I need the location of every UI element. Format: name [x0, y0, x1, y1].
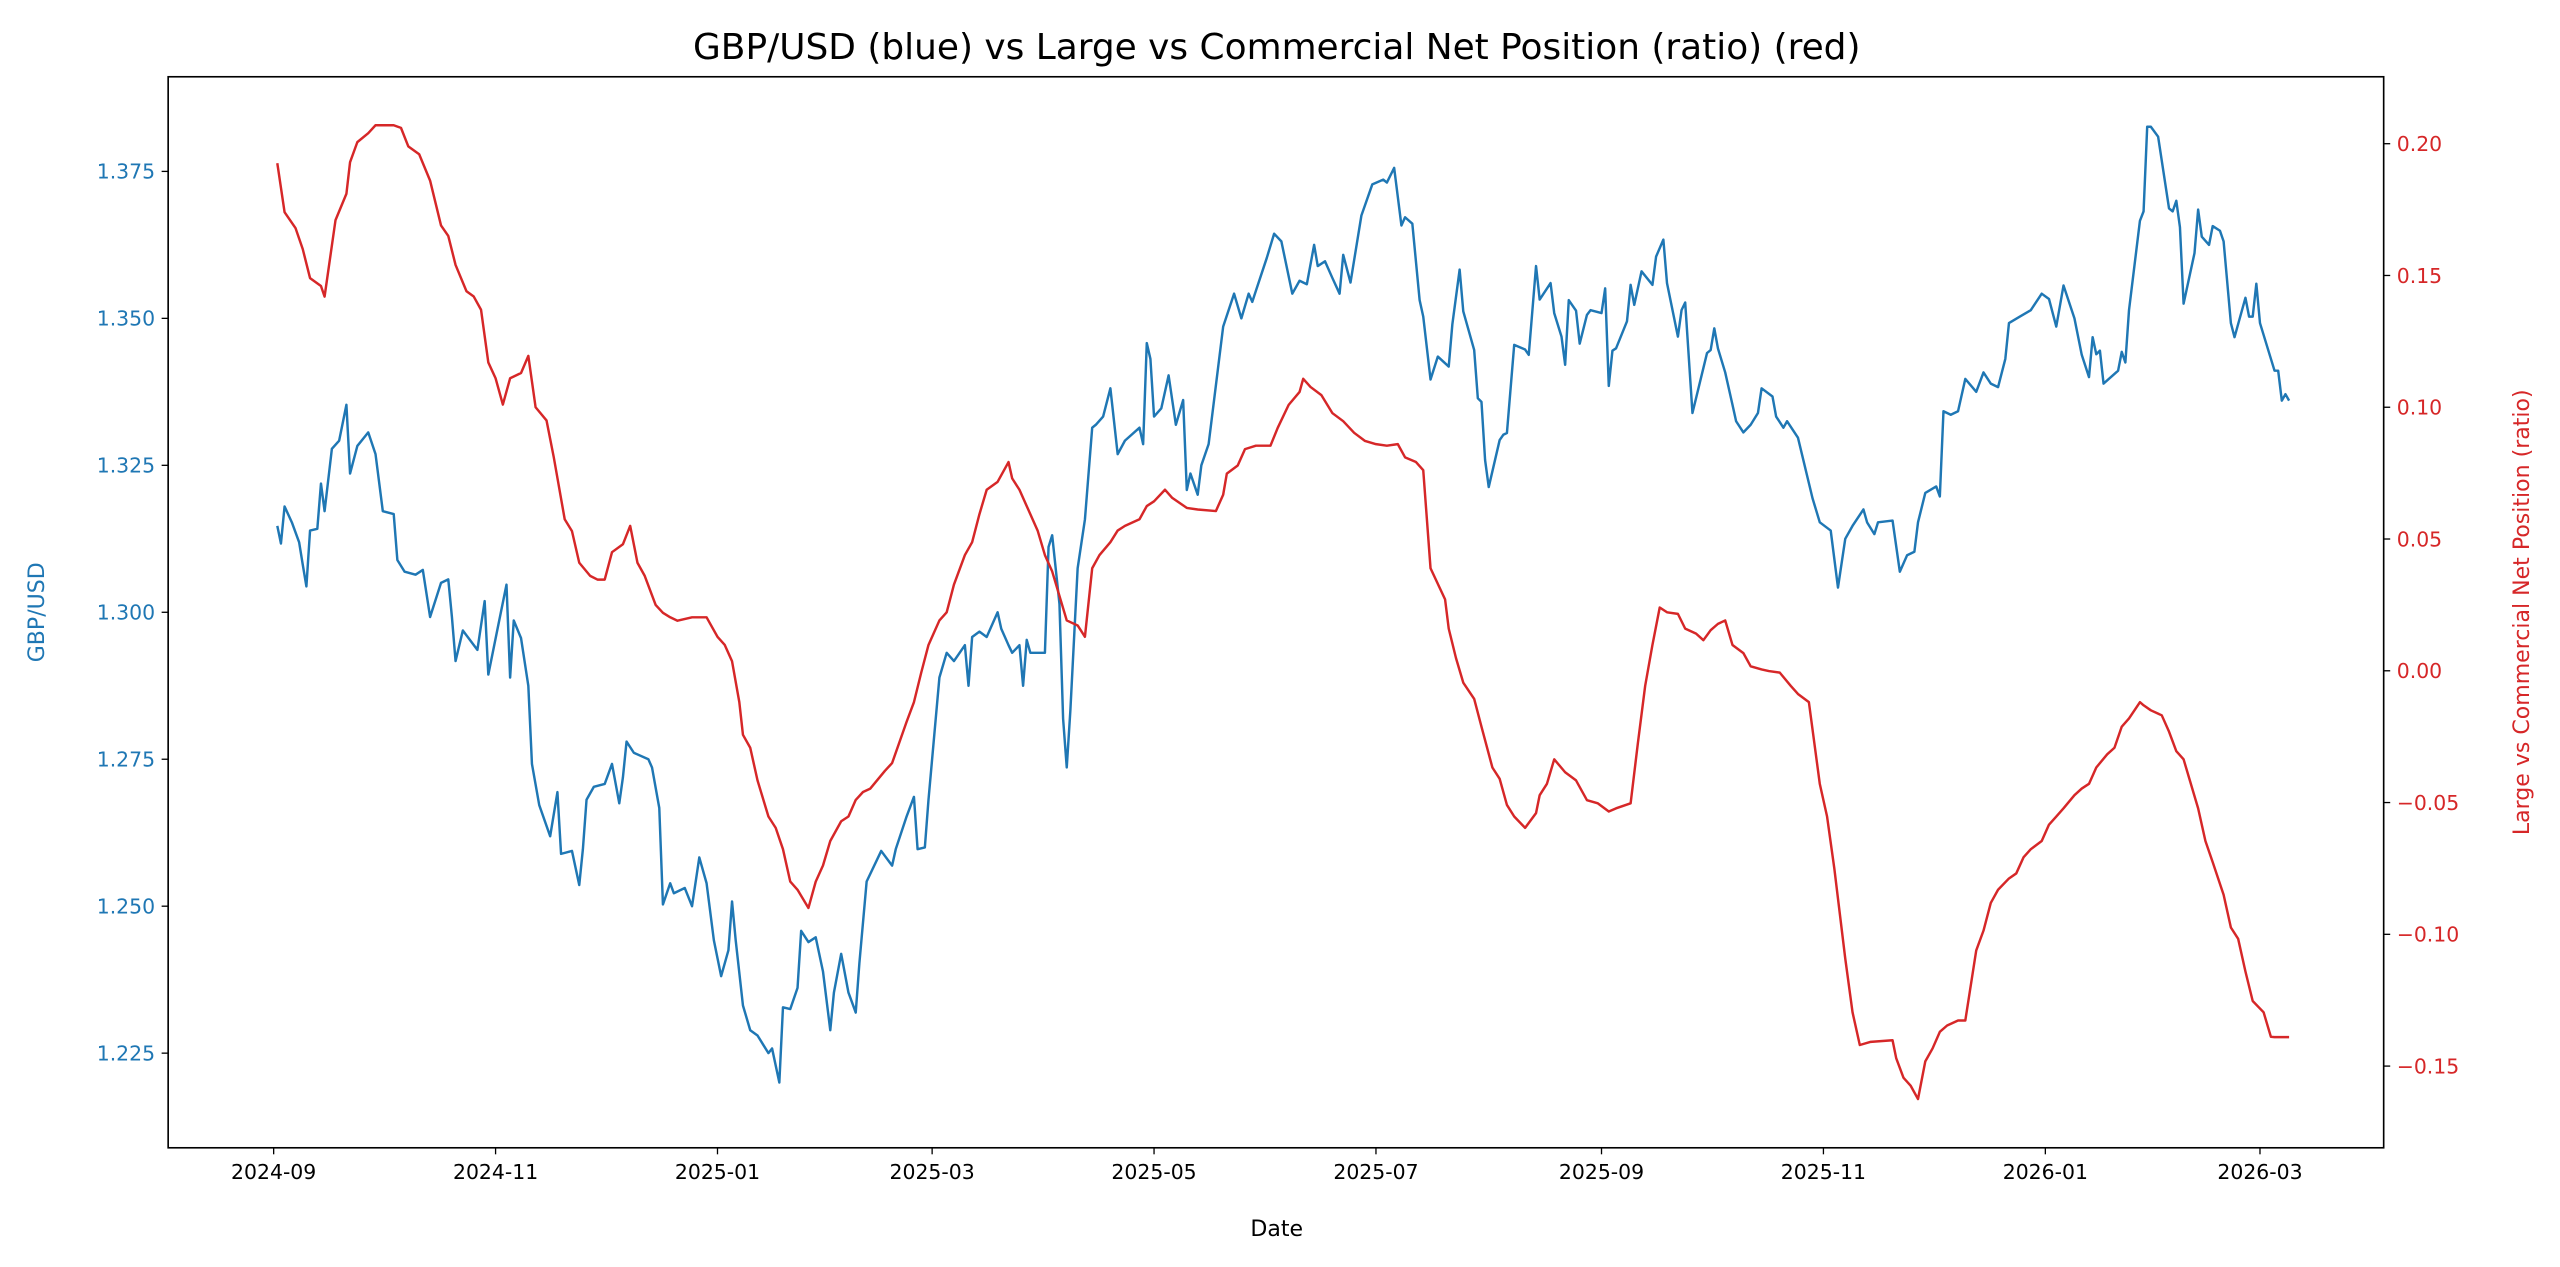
x-tick-label: 2026-01: [2003, 1160, 2088, 1184]
x-tick-label: 2026-03: [2217, 1160, 2302, 1184]
left-y-tick-label: 1.375: [97, 160, 155, 184]
right-y-tick-label: −0.10: [2397, 923, 2460, 947]
left-y-tick-label: 1.350: [97, 307, 155, 331]
right-y-tick-label: −0.15: [2397, 1054, 2460, 1078]
right-y-tick-label: −0.05: [2397, 791, 2460, 815]
left-y-axis-label: GBP/USD: [25, 562, 50, 662]
left-y-tick-label: 1.225: [97, 1041, 155, 1065]
x-tick-label: 2024-11: [453, 1160, 538, 1184]
left-y-tick-label: 1.250: [97, 895, 155, 919]
right-y-tick-label: 0.00: [2397, 659, 2442, 683]
chart-title: GBP/USD (blue) vs Large vs Commercial Ne…: [693, 27, 1860, 68]
x-axis-ticks: 2024-09 2024-11 2025-01 2025-03 2025-05 2025-…: [231, 1147, 2303, 1184]
x-axis-label: Date: [1250, 1217, 1303, 1242]
right-y-axis-ticks: −0.15 −0.10 −0.05 0.00 0.05 0.10 0.15 0.20: [2383, 132, 2460, 1078]
net-position-ratio-line: [276, 124, 2290, 1101]
series-layer: [276, 124, 2291, 1101]
x-tick-label: 2025-07: [1333, 1160, 1418, 1184]
right-y-tick-label: 0.15: [2397, 264, 2442, 288]
left-y-tick-label: 1.275: [97, 748, 155, 772]
x-tick-label: 2025-09: [1559, 1160, 1644, 1184]
x-tick-label: 2024-09: [231, 1160, 316, 1184]
left-y-axis-ticks: 1.225 1.250 1.275 1.300 1.325 1.350 1.375: [97, 160, 169, 1065]
right-y-tick-label: 0.20: [2397, 132, 2442, 156]
left-y-tick-label: 1.325: [97, 454, 155, 478]
x-tick-label: 2025-11: [1781, 1160, 1866, 1184]
left-y-tick-label: 1.300: [97, 601, 155, 625]
x-tick-label: 2025-01: [675, 1160, 760, 1184]
x-tick-label: 2025-03: [890, 1160, 975, 1184]
right-y-tick-label: 0.05: [2397, 527, 2442, 551]
right-y-axis-label: Large vs Commercial Net Position (ratio): [2510, 389, 2535, 835]
right-y-tick-label: 0.10: [2397, 396, 2442, 420]
gbpusd-line: [276, 125, 2291, 1084]
x-tick-label: 2025-05: [1111, 1160, 1196, 1184]
